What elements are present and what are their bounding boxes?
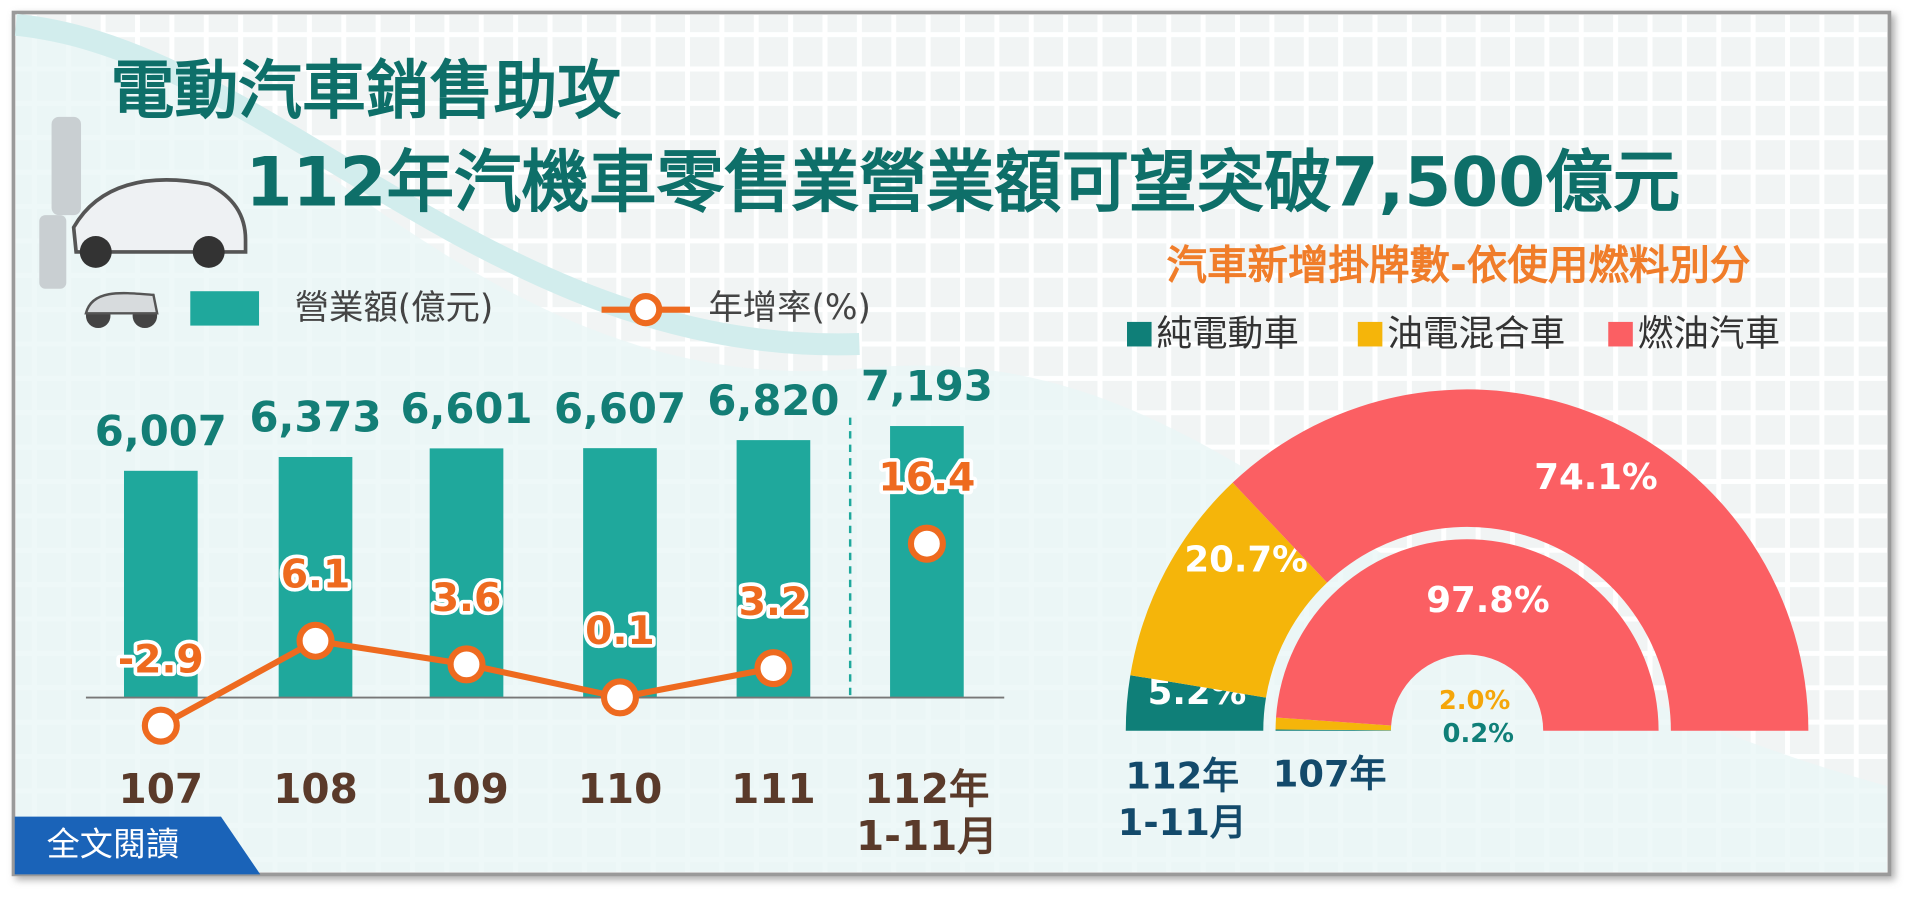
growth-marker [754, 649, 793, 688]
growth-label: -2.9 [118, 637, 204, 682]
growth-label: 0.1 [585, 609, 655, 654]
legend-label: 油電混合車 [1387, 313, 1565, 354]
ring-segment [1275, 717, 1392, 731]
ring-value-label: 97.8% [1426, 580, 1549, 621]
x-tick-label: 107 [119, 765, 204, 813]
bar-value-label: 6,607 [554, 384, 686, 433]
bar [583, 448, 657, 698]
x-tick-label: 108 [273, 765, 358, 813]
ev-icon [39, 116, 248, 329]
chart-subtitle: 汽車新增掛牌數-依使用燃料別分 [1167, 241, 1751, 289]
ring-value-label: 74.1% [1534, 457, 1657, 498]
x-tick-label: 111 [731, 765, 816, 813]
growth-label: 16.4 [878, 455, 975, 500]
x-tick-label: 112年 1-11月 [856, 765, 998, 860]
ring-segment [1125, 675, 1266, 731]
ring-name: 112年 1-11月 [1118, 754, 1247, 844]
legend-swatch [1608, 321, 1633, 347]
bar-value-label: 7,193 [861, 362, 993, 411]
legend-marker [629, 293, 663, 327]
ring-value-label: 0.2% [1443, 719, 1514, 749]
ring-value-label: 20.7% [1184, 539, 1307, 580]
bar-value-label: 6,820 [707, 376, 839, 425]
read-more-button[interactable] [14, 816, 261, 875]
x-tick-label: 109 [424, 765, 509, 813]
legend-swatch [190, 291, 260, 326]
growth-marker [907, 524, 946, 563]
growth-marker [600, 678, 640, 717]
growth-label: 3.6 [432, 576, 502, 621]
legend-label: 燃油汽車 [1638, 313, 1780, 354]
growth-marker [447, 645, 486, 684]
ring-segment [1130, 482, 1328, 698]
x-tick-label: 110 [578, 765, 663, 813]
bar-value-label: 6,373 [250, 393, 382, 442]
swoosh-line [14, 13, 860, 356]
read-more-label[interactable]: 全文閱讀 [47, 825, 179, 864]
legend-label: 純電動車 [1156, 313, 1298, 354]
bar-value-label: 6,007 [95, 406, 227, 455]
ring-segment [1276, 539, 1659, 731]
headline: 電動汽車銷售助攻 [110, 54, 621, 128]
bar [123, 470, 198, 698]
legend-swatch [1357, 321, 1383, 347]
growth-label: 6.1 [281, 552, 351, 597]
growth-marker [141, 706, 180, 745]
ring-name: 107年 [1273, 753, 1387, 796]
title: 112年汽機車零售業營業額可望突破7,500億元 [246, 142, 1681, 221]
growth-marker [296, 621, 335, 660]
ring-segment [1232, 389, 1809, 731]
bar-value-label: 6,601 [401, 384, 533, 433]
legend-label: 年增率(%) [708, 288, 871, 328]
legend-swatch [1127, 321, 1152, 347]
ring-segment [1275, 729, 1391, 731]
ring-value-label: 2.0% [1439, 686, 1510, 716]
legend-label: 營業額(億元) [295, 288, 494, 328]
growth-label: 3.2 [739, 580, 809, 625]
